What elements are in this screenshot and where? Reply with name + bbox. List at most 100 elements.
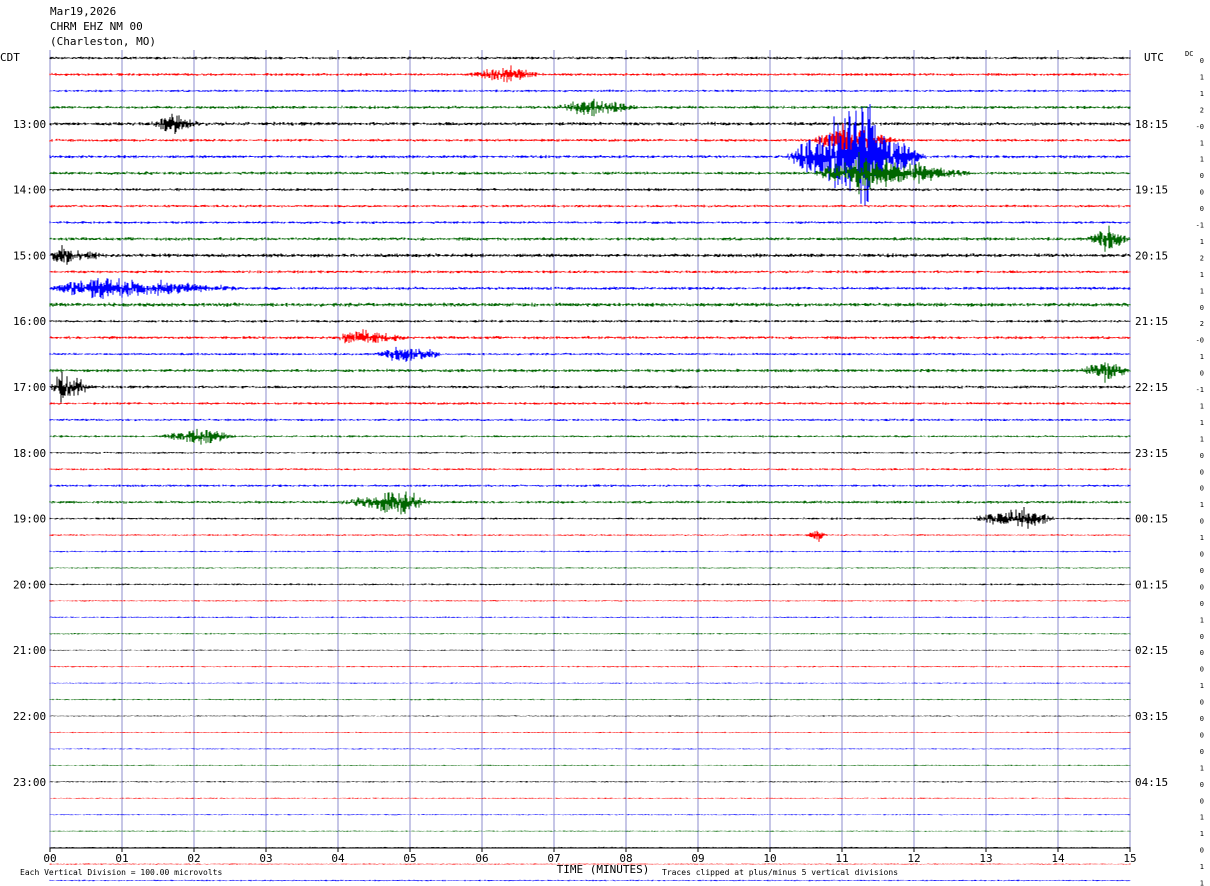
dc-offset-value: 0 — [1200, 468, 1204, 476]
trace-line — [49, 715, 1131, 717]
trace-line — [49, 418, 1131, 422]
dc-offset-value: 1 — [1200, 863, 1204, 871]
cdt-hour-label: 18:00 — [13, 447, 46, 460]
trace-line — [49, 329, 1131, 344]
trace-line — [49, 346, 1131, 362]
dc-offset-value: 0 — [1200, 699, 1204, 707]
dc-offset-value: 0 — [1200, 781, 1204, 789]
trace-line — [49, 491, 1131, 515]
dc-offset-value: 1 — [1200, 353, 1204, 361]
dc-offset-value: -1 — [1196, 386, 1204, 394]
x-tick-label: 15 — [1123, 852, 1136, 865]
trace-line — [49, 451, 1131, 454]
dc-offset-value: 0 — [1200, 518, 1204, 526]
trace-line — [49, 187, 1131, 192]
x-tick-label: 12 — [907, 852, 920, 865]
utc-hour-label: 20:15 — [1135, 249, 1168, 262]
dc-offset-value: 0 — [1200, 583, 1204, 591]
trace-line — [49, 507, 1131, 529]
dc-offset-value: 2 — [1200, 106, 1204, 114]
x-tick-label: 03 — [259, 852, 272, 865]
trace-line — [49, 104, 1131, 206]
cdt-hour-label: 22:00 — [13, 710, 46, 723]
dc-offset-value: 1 — [1200, 501, 1204, 509]
dc-offset-value: 1 — [1200, 139, 1204, 147]
dc-offset-value: 0 — [1200, 57, 1204, 65]
utc-hour-label: 21:15 — [1135, 315, 1168, 328]
x-tick-label: 00 — [43, 852, 56, 865]
dc-offset-value: 0 — [1200, 847, 1204, 855]
trace-line — [49, 225, 1131, 252]
dc-offset-value: 0 — [1200, 452, 1204, 460]
trace-line — [49, 302, 1131, 308]
trace-line — [49, 371, 1131, 404]
trace-line — [49, 362, 1131, 383]
trace-line — [49, 665, 1131, 668]
dc-offset-value: 0 — [1200, 666, 1204, 674]
dc-offset-value: 1 — [1200, 287, 1204, 295]
dc-offset-value: 1 — [1200, 156, 1204, 164]
trace-line — [49, 698, 1131, 701]
x-tick-label: 05 — [403, 852, 416, 865]
dc-offset-value: 1 — [1200, 814, 1204, 822]
dc-offset-value: 0 — [1200, 633, 1204, 641]
x-tick-label: 10 — [763, 852, 776, 865]
trace-line — [49, 781, 1131, 783]
dc-offset-value: -0 — [1196, 123, 1204, 131]
dc-offset-value: 1 — [1200, 682, 1204, 690]
dc-offset-value: 0 — [1200, 189, 1204, 197]
utc-hour-label: 04:15 — [1135, 776, 1168, 789]
trace-line — [49, 319, 1131, 323]
cdt-hour-label: 16:00 — [13, 315, 46, 328]
trace-line — [49, 65, 1131, 83]
scale-note: Each Vertical Division = 100.00 microvol… — [20, 868, 222, 877]
station-name: CHRM EHZ NM 00 — [50, 20, 143, 33]
trace-line — [49, 748, 1131, 750]
x-axis-ticks: 00 01 02 03 04 05 06 07 08 09 10 11 12 13 14 15 — [43, 848, 1137, 865]
trace-line — [49, 600, 1131, 602]
dc-offset-value: 1 — [1200, 616, 1204, 624]
cdt-hour-label: 20:00 — [13, 578, 46, 591]
dc-offset-value: 1 — [1200, 73, 1204, 81]
dc-offset-value: 0 — [1200, 797, 1204, 805]
x-tick-label: 02 — [187, 852, 200, 865]
cdt-hour-label: 15:00 — [13, 249, 46, 262]
trace-line — [49, 221, 1131, 224]
trace-line — [49, 56, 1131, 60]
trace-line — [49, 731, 1131, 734]
cdt-hour-label: 14:00 — [13, 184, 46, 197]
trace-group — [49, 56, 1131, 882]
cdt-hour-label: 13:00 — [13, 118, 46, 131]
trace-line — [49, 649, 1131, 651]
dc-offset-value: 1 — [1200, 90, 1204, 98]
utc-hour-label: 18:15 — [1135, 118, 1168, 131]
dc-offset-value: 1 — [1200, 271, 1204, 279]
right-hour-labels: 18:15 19:15 20:15 21:15 22:15 23:15 00:15 01:15… — [1135, 118, 1168, 789]
dc-offset-value: 0 — [1200, 748, 1204, 756]
cdt-hour-label: 23:00 — [13, 776, 46, 789]
x-tick-label: 04 — [331, 852, 345, 865]
dc-offset-value: 2 — [1200, 320, 1204, 328]
trace-line — [49, 245, 1131, 265]
trace-line — [49, 278, 1131, 299]
x-tick-label: 07 — [547, 852, 560, 865]
utc-hour-label: 01:15 — [1135, 578, 1168, 591]
dc-offset-value: -1 — [1196, 222, 1204, 230]
dc-offset-value: 1 — [1200, 402, 1204, 410]
left-axis-label: CDT — [0, 51, 20, 64]
trace-line — [49, 830, 1131, 832]
cdt-hour-label: 21:00 — [13, 644, 46, 657]
dc-offset-value: 2 — [1200, 254, 1204, 262]
dc-offset-value: 0 — [1200, 731, 1204, 739]
trace-line — [49, 152, 1131, 195]
trace-line — [49, 632, 1131, 635]
utc-hour-label: 02:15 — [1135, 644, 1168, 657]
dc-offset-value: 0 — [1200, 485, 1204, 493]
dc-offset-value: 0 — [1200, 715, 1204, 723]
chart-date: Mar19,2026 — [50, 5, 116, 18]
x-tick-label: 06 — [475, 852, 488, 865]
dc-offset-value: 1 — [1200, 830, 1204, 838]
x-tick-label: 13 — [979, 852, 992, 865]
cdt-hour-label: 17:00 — [13, 381, 46, 394]
